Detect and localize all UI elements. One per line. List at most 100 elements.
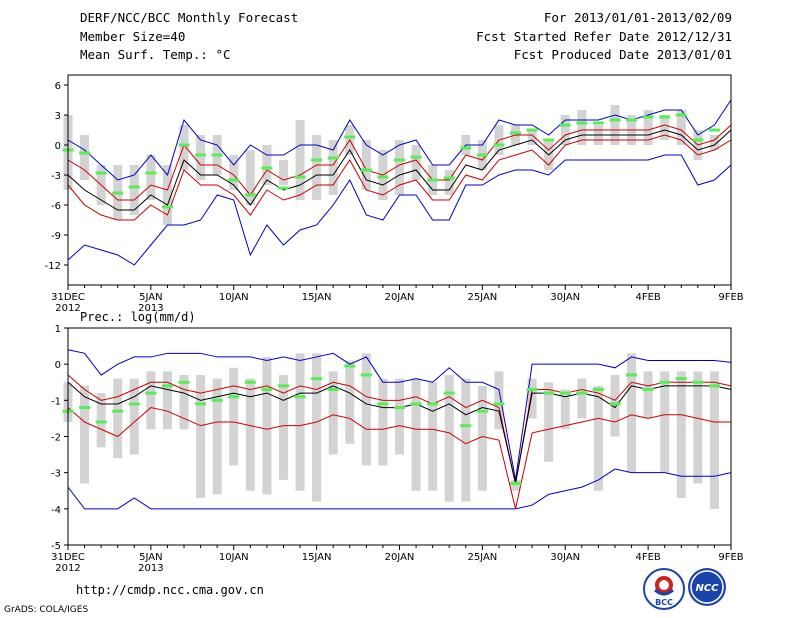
temp-ytick-label: 0 [55, 141, 61, 152]
prec-xtick-year: 2013 [138, 563, 163, 574]
prec-mean-dash [708, 384, 720, 388]
temp-mean-dash [161, 205, 173, 209]
prec-box [129, 378, 139, 455]
ncc-logo-text: NCC [695, 583, 719, 594]
temp-xtick-label: 25JAN [467, 292, 497, 303]
precip-title: Prec.: log(mm/d) [80, 310, 196, 324]
forecast-period-label: For 2013/01/01-2013/02/09 [543, 10, 732, 25]
start-date-label: Fcst Started Refer Date 2012/12/31 [476, 29, 732, 44]
temp-mean-dash [559, 123, 571, 127]
prec-ytick-label: -1 [51, 396, 61, 407]
prec-box [146, 371, 156, 430]
prec-box [494, 371, 504, 430]
prec-ytick-label: -4 [51, 505, 61, 516]
prec-ytick-label: -2 [51, 433, 61, 444]
produced-date-label: Fcst Produced Date 2013/01/01 [513, 47, 732, 62]
prec-box [80, 385, 90, 484]
prec-xtick-label: 5JAN [139, 552, 162, 563]
temp-upper-quartile-line [67, 124, 732, 201]
temp-ytick-label: -3 [51, 171, 61, 182]
prec-box [96, 393, 106, 448]
grads-credit: GrADS: COLA/IGES [4, 605, 89, 615]
prec-box [660, 371, 670, 473]
temp-box [262, 145, 272, 185]
temp-box [162, 165, 172, 225]
temp-box [395, 140, 404, 195]
prec-box [511, 479, 521, 491]
temp-box [229, 155, 239, 190]
temp-mean-dash [311, 158, 323, 162]
temp-mean-dash [510, 131, 522, 135]
prec-box [295, 353, 305, 491]
temp-xtick-label: 10JAN [219, 292, 249, 303]
prec-box [577, 378, 587, 419]
prec-mean-dash [327, 387, 339, 391]
prec-mean-dash [228, 395, 240, 399]
prec-box [245, 378, 255, 491]
prec-mean-dash [360, 373, 372, 377]
prec-mean-dash [377, 402, 389, 406]
prec-box [544, 382, 554, 462]
prec-box [610, 375, 620, 437]
temp-mean-dash [178, 143, 190, 147]
temp-mean-dash [410, 155, 422, 159]
prec-box [627, 353, 637, 473]
prec-mean-dash [626, 373, 638, 377]
prec-mean-dash [526, 387, 538, 391]
prec-box [411, 378, 421, 491]
prec-box [262, 356, 272, 495]
prec-ytick-label: 1 [55, 324, 61, 335]
temp-mean-dash [476, 153, 488, 157]
temp-box [245, 150, 255, 205]
prec-box [378, 378, 388, 466]
temp-box [709, 135, 719, 150]
temp-xtick-label: 5JAN [139, 292, 162, 303]
temp-mean-dash [327, 156, 339, 160]
temp-xtick-year: 2012 [55, 303, 80, 314]
prec-box [278, 375, 288, 480]
temp-mean-dash [277, 186, 289, 190]
prec-box [461, 378, 471, 502]
prec-ytick-label: -5 [51, 541, 61, 552]
prec-box [477, 385, 487, 491]
temp-xtick-label: 30JAN [550, 292, 580, 303]
prec-mean-dash [277, 384, 289, 388]
temp-box [411, 145, 421, 180]
temp-mean-dash [493, 143, 505, 147]
temp-min-line [67, 154, 732, 266]
prec-xtick-label: 31DEC [51, 552, 85, 563]
prec-xtick-label: 10JAN [219, 552, 249, 563]
prec-mean-dash [559, 391, 571, 395]
temp-ytick-label: 3 [55, 111, 61, 122]
prec-box [395, 378, 404, 455]
prec-xtick-label: 30JAN [550, 552, 580, 563]
temp-box [643, 110, 653, 145]
temp-xtick-label: 15JAN [302, 292, 332, 303]
temp-mean-dash [609, 118, 621, 122]
prec-xtick-label: 4FEB [635, 552, 660, 563]
bcc-logo: BCC [643, 568, 685, 610]
temp-mean-dash [626, 118, 638, 122]
prec-mean-dash [311, 377, 323, 381]
prec-mean-dash [692, 380, 704, 384]
temp-box [660, 115, 670, 140]
temp-mean-dash [244, 193, 256, 197]
temp-xtick-year: 2013 [138, 303, 163, 314]
prec-mean-dash [178, 380, 190, 384]
prec-mean-dash [543, 391, 555, 395]
temp-box [577, 110, 587, 145]
prec-xtick-label: 9FEB [718, 552, 743, 563]
prec-mean-dash [145, 391, 157, 395]
temp-ytick-label: -9 [51, 231, 61, 242]
temp-mean-dash [443, 176, 455, 180]
temp-ytick-label: -12 [45, 261, 61, 272]
temp-mean-dash [228, 178, 240, 182]
variable-label: Mean Surf. Temp.: °C [80, 47, 231, 62]
prec-xtick-label: 15JAN [302, 552, 332, 563]
prec-box [113, 378, 123, 459]
prec-mean-dash [576, 391, 588, 395]
prec-mean-dash [112, 409, 124, 413]
prec-mean-dash [294, 395, 306, 399]
prec-max-line [67, 349, 732, 480]
prec-mean-dash [493, 402, 505, 406]
